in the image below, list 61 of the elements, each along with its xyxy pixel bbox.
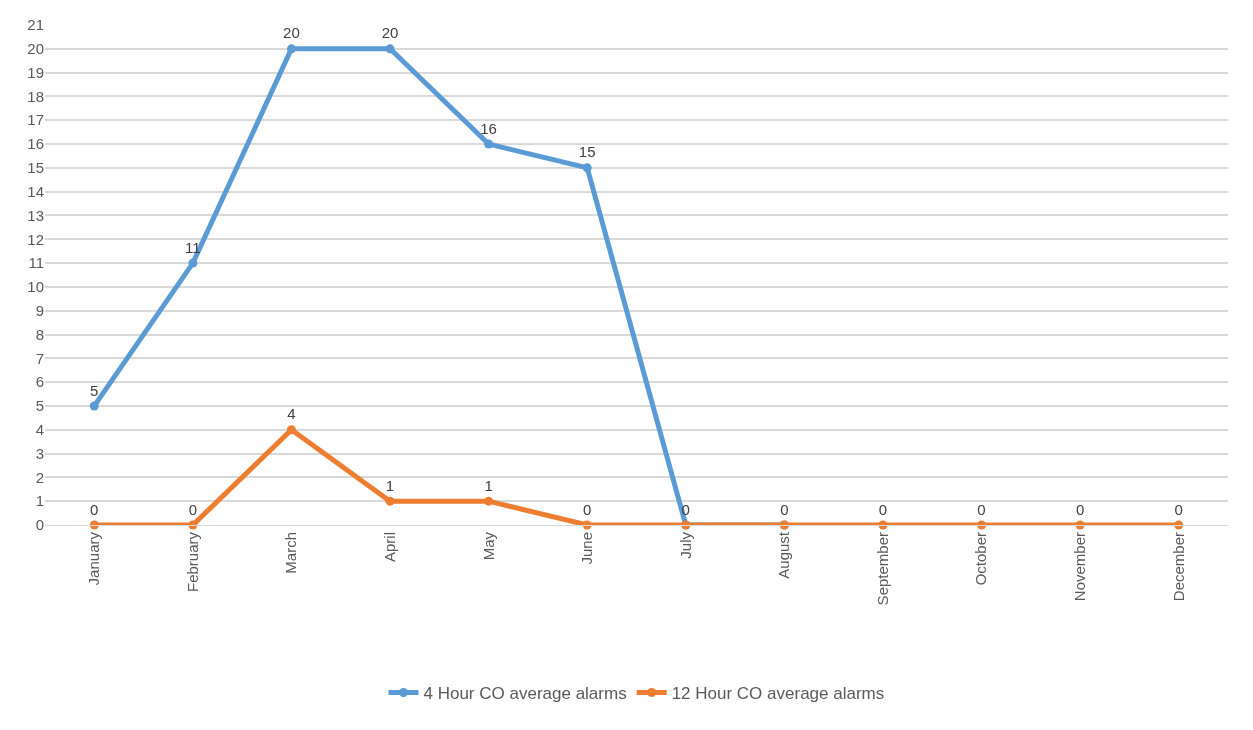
data-label: 5 [90, 381, 99, 399]
x-tick-label: September [873, 532, 891, 606]
data-label: 20 [381, 24, 399, 42]
data-label: 0 [583, 500, 592, 518]
point [484, 139, 494, 149]
x-tick-label: April [380, 532, 398, 563]
point [286, 425, 296, 435]
point [385, 496, 395, 506]
y-tick-label: 13 [27, 206, 44, 224]
point [89, 401, 99, 411]
y-tick-label: 4 [35, 421, 44, 439]
x-tick-label: June [578, 532, 596, 565]
y-tick-label: 14 [27, 182, 44, 200]
y-tick-label: 16 [27, 135, 44, 153]
point [582, 163, 592, 173]
data-label: 0 [188, 500, 198, 518]
data-label: 16 [480, 119, 497, 137]
y-tick-label: 6 [35, 373, 44, 391]
data-label: 4 [287, 405, 296, 423]
x-tick-label: November [1071, 532, 1089, 602]
x-tick-label: July [676, 531, 694, 559]
y-tick-label: 7 [35, 349, 44, 367]
y-tick-label: 20 [27, 40, 44, 58]
data-label: 0 [977, 500, 986, 518]
y-tick-label: 2 [35, 468, 44, 486]
y-tick-label: 0 [35, 516, 44, 534]
point [385, 44, 395, 54]
y-tick-label: 1 [35, 492, 44, 510]
data-label: 0 [1075, 500, 1085, 518]
legend-label: 12 Hour CO average alarms [671, 684, 885, 704]
x-tick-label: January [85, 531, 103, 586]
data-label: 20 [283, 24, 300, 42]
point [286, 44, 296, 54]
point [484, 496, 494, 506]
y-tick-label: 17 [27, 111, 44, 129]
y-tick-label: 3 [35, 444, 44, 462]
data-label: 0 [90, 500, 99, 518]
x-tick-label: March [282, 532, 300, 574]
y-tick-label: 10 [27, 278, 44, 296]
data-label: 1 [484, 476, 493, 494]
x-tick-label: February [183, 531, 201, 593]
x-tick-label: December [1169, 532, 1187, 602]
legend-label: 4 Hour CO average alarms [423, 684, 627, 704]
x-tick-label: May [479, 531, 497, 561]
x-tick-label: October [972, 532, 990, 586]
y-tick-label: 11 [28, 254, 44, 272]
data-label: 0 [878, 500, 888, 518]
data-label: 15 [578, 143, 596, 161]
y-tick-label: 9 [35, 301, 44, 319]
x-tick-label: August [775, 531, 793, 579]
data-label: 1 [385, 476, 395, 494]
point [188, 258, 198, 268]
y-tick-label: 18 [27, 87, 44, 105]
y-tick-label: 21 [27, 16, 44, 34]
y-tick-label: 19 [27, 63, 44, 81]
y-tick-label: 15 [27, 159, 44, 177]
y-tick-label: 8 [35, 325, 44, 343]
y-tick-label: 12 [27, 230, 44, 248]
data-label: 0 [1174, 500, 1183, 518]
y-tick-label: 5 [35, 397, 44, 415]
data-label: 0 [780, 500, 789, 518]
